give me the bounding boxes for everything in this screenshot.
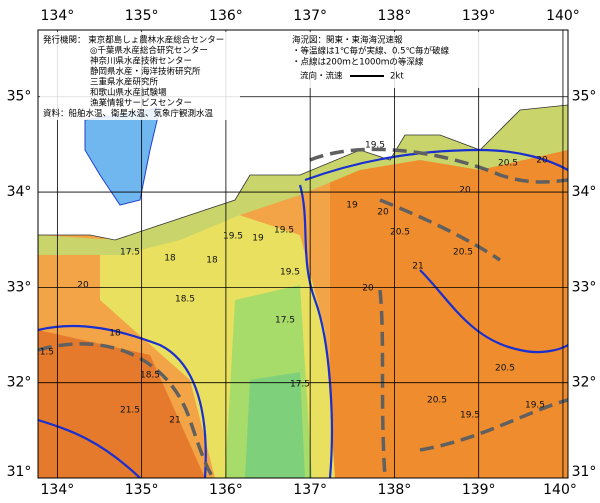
isotherm-label: 17.5 bbox=[275, 316, 295, 326]
lon-label: 135° bbox=[125, 8, 159, 24]
lat-label: 34° bbox=[7, 184, 32, 200]
isotherm-label: 17.5 bbox=[120, 248, 140, 258]
isotherm-label: 20 bbox=[459, 186, 471, 196]
coastal-band bbox=[38, 105, 568, 255]
source-line: 神奈川県水産技術センター bbox=[90, 56, 192, 67]
lon-label: 138° bbox=[378, 482, 412, 498]
lon-label: 136° bbox=[209, 8, 243, 24]
cool-core bbox=[245, 372, 305, 478]
lon-label: 137° bbox=[293, 8, 327, 24]
kuroshio-lines bbox=[38, 148, 568, 478]
lon-label: 134° bbox=[41, 8, 75, 24]
note-line: ・等温線は1℃毎が実線、0.5℃毎が破線 bbox=[292, 46, 450, 57]
lat-label: 34° bbox=[572, 184, 597, 200]
source-line: 三重県水産研究所 bbox=[90, 77, 159, 88]
legend: 発行機関： 東京都島しょ農林水産総合センター◎千葉県水産総合研究センター神奈川県… bbox=[40, 32, 488, 120]
ticks: 134° 134° 135° 135° 136° 136° 137° 137° 138° 138°… bbox=[7, 8, 597, 498]
source-line: 静岡県水産・海洋技術研究所 bbox=[90, 66, 201, 77]
lat-label: 33° bbox=[572, 279, 597, 295]
lon-label: 134° bbox=[41, 482, 75, 498]
source-line: ◎千葉県水産総合研究センター bbox=[90, 45, 208, 56]
isotherm-label: 19.5 bbox=[525, 401, 545, 411]
lon-label: 140° bbox=[546, 8, 580, 24]
map-frame bbox=[37, 29, 569, 479]
warm-zone bbox=[38, 330, 205, 478]
lat-label: 31° bbox=[572, 464, 597, 480]
source-line: 資料：船舶水温、衛星水温、気象庁観測水温 bbox=[43, 108, 214, 119]
lon-label: 135° bbox=[125, 482, 159, 498]
isotherm-label: 20.5 bbox=[495, 364, 515, 374]
isotherm-label: 19.5 bbox=[460, 411, 480, 421]
isotherm-label: 21.5 bbox=[34, 348, 54, 358]
isotherm-label: 21.5 bbox=[120, 406, 140, 416]
isotherm-label: 20 bbox=[377, 208, 389, 218]
isotherm-label: 19.5 bbox=[223, 232, 243, 242]
lon-label: 136° bbox=[209, 482, 243, 498]
isotherm-label: 19.5 bbox=[280, 268, 300, 278]
lat-label: 32° bbox=[7, 375, 32, 391]
warm-zone bbox=[330, 100, 568, 478]
isotherm-label: 18 bbox=[164, 254, 176, 264]
lon-label: 140° bbox=[543, 482, 577, 498]
isotherm-label: 21 bbox=[412, 262, 423, 272]
lat-label: 33° bbox=[7, 279, 32, 295]
flow-label: 流向・流速 bbox=[300, 71, 343, 82]
lat-label: 35° bbox=[572, 89, 597, 105]
lat-label: 32° bbox=[572, 375, 597, 391]
lat-label: 35° bbox=[7, 89, 32, 105]
lon-label: 137° bbox=[293, 482, 327, 498]
isotherm-label: 20 bbox=[536, 156, 548, 166]
isotherm-label: 18.5 bbox=[140, 371, 160, 381]
isotherm-label: 18 bbox=[109, 329, 121, 339]
isotherm-label: 19 bbox=[252, 234, 264, 244]
lat-label: 31° bbox=[7, 464, 32, 480]
isotherm-label: 17.5 bbox=[290, 380, 310, 390]
isotherm-label: 19 bbox=[346, 201, 358, 211]
source-line: 発行機関： 東京都島しょ農林水産総合センター bbox=[43, 35, 224, 46]
isotherm-label: 18.5 bbox=[175, 295, 195, 305]
legend-box bbox=[40, 32, 240, 120]
isotherm-label: 20.5 bbox=[453, 248, 473, 258]
note-line: ・点線は200ｍと1000ｍの等深線 bbox=[292, 57, 424, 68]
source-line: 和歌山県水産試験場 bbox=[90, 87, 167, 98]
legend-box bbox=[288, 32, 488, 88]
isotherm-label: 20.5 bbox=[427, 396, 447, 406]
isotherm-label: 19.5 bbox=[274, 226, 294, 236]
note-line: 海況図：関東・東海海況速報 bbox=[292, 35, 403, 46]
isotherm-label: 21 bbox=[169, 416, 180, 426]
isotherm-label: 20.5 bbox=[498, 159, 518, 169]
current-axis bbox=[38, 147, 568, 478]
isotherm-label: 19.5 bbox=[365, 141, 385, 151]
isotherm-label: 18 bbox=[206, 256, 218, 266]
isotherm-label: 20 bbox=[77, 281, 89, 291]
flow-scale-label: 2kt bbox=[390, 72, 404, 82]
lon-label: 139° bbox=[462, 482, 496, 498]
lon-label: 138° bbox=[378, 8, 412, 24]
isotherm-label: 20.5 bbox=[390, 228, 410, 238]
lon-label: 139° bbox=[462, 8, 496, 24]
isotherm-label: 20 bbox=[362, 284, 374, 294]
source-line: 漁業情報サービスセンター bbox=[90, 98, 192, 109]
